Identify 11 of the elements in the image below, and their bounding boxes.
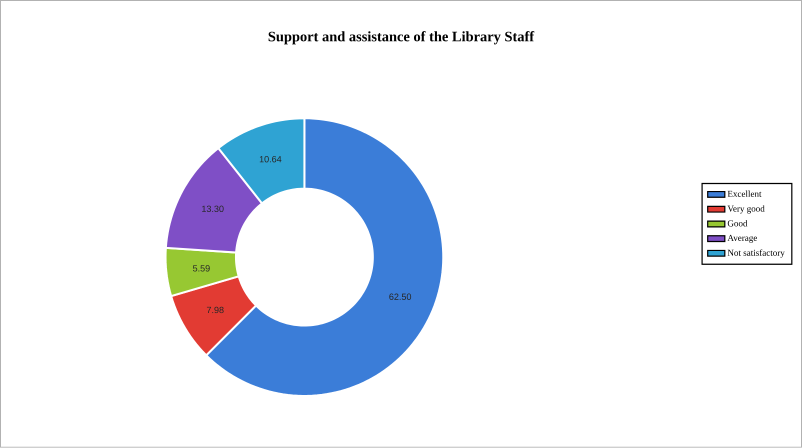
data-label: 62.50 [389, 294, 412, 300]
legend-label: Excellent [728, 190, 762, 198]
legend-label: Very good [728, 205, 765, 214]
data-label: 13.30 [202, 206, 224, 212]
data-label: 10.64 [260, 156, 282, 162]
data-label: 5.59 [192, 265, 210, 272]
data-label: 7.98 [206, 306, 224, 314]
legend-label: Average [728, 235, 758, 243]
chart-title: Support and assistance of the Library Staff [268, 31, 534, 44]
legend-label: Not satisfactory [728, 249, 785, 258]
legend-label: Good [728, 220, 748, 227]
